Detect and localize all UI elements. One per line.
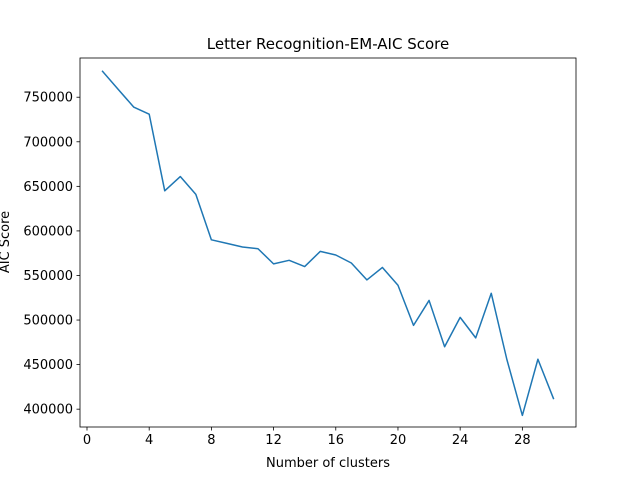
y-tick-label-750000: 750000: [23, 91, 73, 106]
x-axis-label: Number of clusters: [266, 456, 390, 471]
y-tick-label-650000: 650000: [23, 180, 73, 195]
x-tick-label-16: 16: [328, 433, 345, 448]
y-tick-label-500000: 500000: [23, 314, 73, 329]
x-tick-label-20: 20: [390, 433, 407, 448]
y-tick-label-400000: 400000: [23, 403, 73, 418]
x-tick-label-28: 28: [514, 433, 531, 448]
x-tick-label-24: 24: [452, 433, 469, 448]
x-tick-label-0: 0: [83, 433, 91, 448]
x-tick-label-8: 8: [207, 433, 215, 448]
y-axis-label: AIC Score: [0, 211, 13, 273]
plot-area: 0 4 8 12 16 20 24 28 400000 450000 500000 550000 600…: [23, 57, 577, 448]
axes-frame: [79, 57, 577, 428]
y-tick-label-700000: 700000: [23, 135, 73, 150]
series-line-0: [101, 70, 555, 417]
x-tick-label-4: 4: [145, 433, 153, 448]
y-tick-label-600000: 600000: [23, 224, 73, 239]
y-tick-label-450000: 450000: [23, 358, 73, 373]
x-tick-label-12: 12: [265, 433, 282, 448]
chart-title: Letter Recognition-EM-AIC Score: [207, 35, 449, 53]
y-tick-label-550000: 550000: [23, 269, 73, 284]
